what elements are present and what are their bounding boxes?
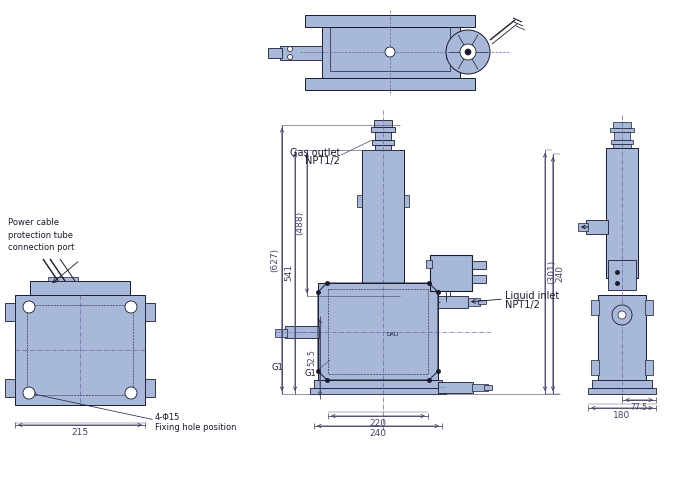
Bar xyxy=(27,305,133,395)
Text: 541: 541 xyxy=(284,263,293,281)
Bar xyxy=(598,295,646,380)
Text: (301): (301) xyxy=(547,260,556,284)
Bar xyxy=(472,384,488,391)
Bar xyxy=(330,27,450,71)
Text: NPT1/2: NPT1/2 xyxy=(305,156,340,166)
Bar xyxy=(606,148,638,278)
Text: NPT1/2: NPT1/2 xyxy=(505,300,540,310)
Bar xyxy=(30,281,130,295)
Bar xyxy=(310,388,446,394)
Bar xyxy=(5,303,15,321)
Bar xyxy=(305,15,475,27)
Bar xyxy=(15,295,145,405)
Bar xyxy=(484,385,492,390)
Bar xyxy=(591,360,599,375)
Bar xyxy=(645,300,653,315)
Text: Gas outlet: Gas outlet xyxy=(290,148,340,158)
Bar xyxy=(48,277,78,281)
Bar xyxy=(145,379,155,397)
Circle shape xyxy=(288,55,292,60)
Bar xyxy=(472,261,486,269)
Bar xyxy=(375,145,391,150)
Bar xyxy=(372,140,394,145)
Bar xyxy=(280,46,322,60)
Bar xyxy=(5,379,15,397)
Bar xyxy=(426,260,432,268)
Text: 180: 180 xyxy=(613,411,631,420)
Text: (627): (627) xyxy=(271,247,279,272)
Bar xyxy=(586,220,608,234)
Bar xyxy=(468,298,480,306)
Bar xyxy=(322,20,460,78)
Circle shape xyxy=(612,305,632,325)
Bar xyxy=(438,382,473,393)
Bar xyxy=(305,78,475,90)
Text: 77.5: 77.5 xyxy=(630,402,647,412)
Bar xyxy=(608,260,636,290)
Bar xyxy=(614,132,630,140)
Circle shape xyxy=(446,30,490,74)
Circle shape xyxy=(23,387,35,399)
Bar xyxy=(588,388,656,394)
Text: G1: G1 xyxy=(271,363,283,373)
Bar xyxy=(318,283,438,380)
Bar xyxy=(430,255,472,291)
Bar xyxy=(275,329,287,337)
Bar xyxy=(145,303,155,321)
Bar xyxy=(611,140,633,144)
Text: 52.5: 52.5 xyxy=(308,349,316,366)
Bar xyxy=(478,300,486,304)
Text: 240: 240 xyxy=(556,266,564,282)
Text: Liquid inlet: Liquid inlet xyxy=(505,291,559,301)
Bar xyxy=(578,223,588,231)
Bar xyxy=(613,144,631,148)
Bar xyxy=(357,195,362,207)
Circle shape xyxy=(385,47,395,57)
Text: G1: G1 xyxy=(304,368,316,378)
Text: DALI: DALI xyxy=(387,332,399,338)
Bar xyxy=(375,132,391,140)
Bar xyxy=(362,150,404,283)
Bar xyxy=(328,289,428,374)
Bar xyxy=(268,48,282,58)
Circle shape xyxy=(125,387,137,399)
Bar xyxy=(374,120,392,127)
Circle shape xyxy=(460,44,476,60)
Bar xyxy=(438,296,468,308)
Text: (488): (488) xyxy=(295,211,305,235)
Text: Power cable
protection tube
connection port: Power cable protection tube connection p… xyxy=(8,218,75,252)
Circle shape xyxy=(288,46,292,51)
Circle shape xyxy=(125,301,137,313)
Bar xyxy=(592,380,652,388)
Bar xyxy=(472,275,486,283)
Circle shape xyxy=(465,49,471,55)
Circle shape xyxy=(23,301,35,313)
Bar xyxy=(404,195,409,207)
Bar xyxy=(314,380,442,388)
Text: Fixing hole position: Fixing hole position xyxy=(155,423,236,432)
Bar xyxy=(371,127,395,132)
Circle shape xyxy=(618,311,626,319)
Bar xyxy=(645,360,653,375)
Bar xyxy=(446,46,468,58)
Bar xyxy=(591,300,599,315)
Text: 240: 240 xyxy=(369,429,386,438)
Bar xyxy=(610,128,634,132)
Bar xyxy=(613,122,631,128)
Bar xyxy=(285,326,319,338)
Text: 220: 220 xyxy=(369,419,386,428)
Text: 215: 215 xyxy=(71,428,88,437)
Text: 4-Φ15: 4-Φ15 xyxy=(155,414,180,423)
